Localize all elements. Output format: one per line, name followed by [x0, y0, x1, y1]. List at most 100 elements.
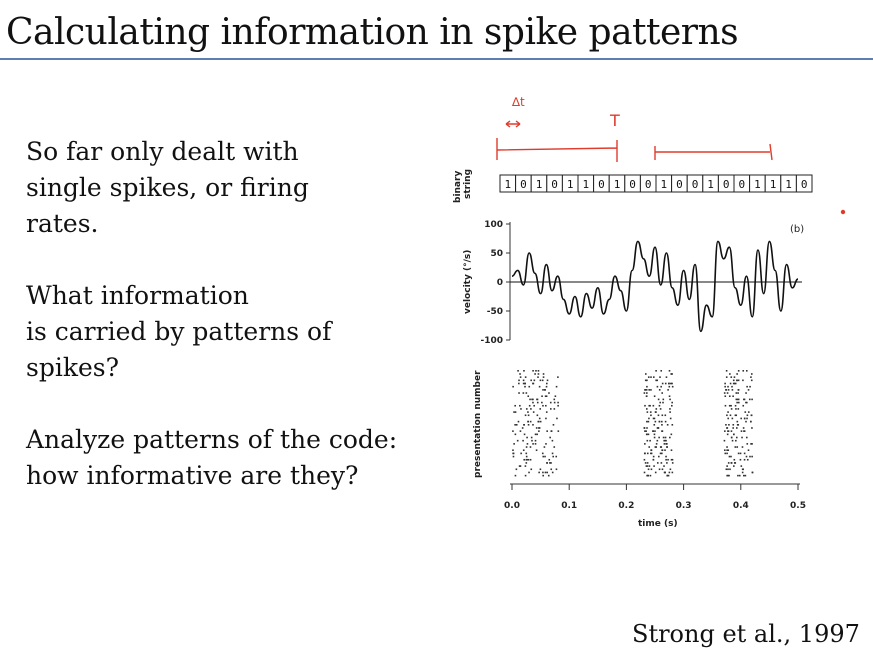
window-bracket-1 — [496, 138, 618, 162]
spike-tick — [524, 474, 527, 477]
spike-tick — [532, 382, 534, 385]
spike-tick — [664, 414, 667, 417]
bit-value: 1 — [567, 178, 574, 191]
spike-tick — [514, 474, 517, 477]
spike-tick — [746, 443, 749, 445]
spike-tick — [648, 404, 650, 407]
spike-tick — [669, 411, 671, 413]
spike-tick — [646, 379, 648, 382]
spike-tick — [734, 414, 737, 417]
spike-tick — [671, 404, 673, 407]
spike-tick — [669, 436, 671, 439]
spike-tick — [732, 424, 735, 426]
velocity-axes: 100 50 0 -50 -100 velocity (°/s) (b) — [463, 220, 804, 346]
spike-tick — [524, 376, 527, 378]
spike-tick — [750, 443, 752, 445]
spike-tick — [748, 398, 751, 401]
spike-tick — [742, 379, 744, 382]
spike-tick — [518, 465, 521, 467]
spike-tick — [643, 392, 646, 394]
bit-value: 0 — [738, 178, 745, 191]
spike-tick — [735, 439, 737, 442]
spike-tick — [523, 370, 525, 372]
spike-tick — [739, 458, 742, 461]
spike-tick — [669, 408, 671, 410]
spike-tick — [516, 439, 519, 442]
spike-tick — [730, 455, 732, 458]
spike-tick — [525, 392, 528, 394]
spike-tick — [542, 455, 545, 458]
spike-tick — [736, 398, 739, 401]
spike-tick — [648, 465, 651, 467]
spike-tick — [725, 468, 728, 471]
spike-tick — [669, 398, 671, 401]
spike-tick — [650, 389, 652, 391]
spike-tick — [668, 385, 671, 388]
spike-tick — [551, 439, 554, 442]
spike-tick — [519, 465, 522, 467]
spike-tick — [538, 471, 540, 474]
spike-tick — [744, 474, 747, 477]
spike-tick — [645, 408, 648, 410]
spike-tick — [727, 411, 729, 413]
spike-tick — [523, 424, 525, 426]
spike-tick — [645, 430, 647, 432]
spike-tick — [547, 474, 550, 477]
spike-tick — [664, 382, 667, 385]
spike-tick — [650, 449, 653, 452]
spike-tick — [646, 462, 649, 464]
velocity-ylabel: velocity (°/s) — [463, 250, 473, 314]
spike-tick — [670, 449, 673, 452]
spike-tick — [745, 401, 747, 404]
spike-tick — [743, 398, 746, 401]
spike-tick — [644, 452, 646, 455]
spike-tick — [530, 408, 532, 410]
spike-tick — [644, 462, 647, 464]
spike-tick — [532, 443, 534, 445]
spike-tick — [736, 420, 739, 423]
spike-tick — [670, 433, 673, 436]
spike-tick — [643, 471, 646, 474]
delta-t-arrow — [505, 120, 521, 128]
spike-tick — [555, 385, 558, 388]
slide-body: So far only dealt with single spikes, or… — [26, 134, 446, 530]
spike-tick — [528, 385, 531, 388]
spike-tick — [671, 382, 673, 385]
spike-tick — [751, 471, 754, 474]
spike-tick — [739, 452, 742, 455]
spike-tick — [740, 430, 743, 432]
spike-tick — [667, 458, 669, 461]
spike-tick — [745, 370, 748, 372]
ytick-label: -50 — [487, 307, 503, 317]
spike-tick — [671, 373, 673, 375]
spike-tick — [512, 455, 515, 458]
spike-tick — [654, 420, 657, 423]
spike-tick — [662, 436, 665, 439]
spike-tick — [543, 389, 546, 391]
spike-tick — [549, 436, 551, 439]
spike-tick — [738, 474, 741, 477]
spike-tick — [727, 474, 730, 477]
spike-tick — [545, 385, 548, 388]
spike-tick — [662, 401, 664, 404]
spike-tick — [667, 389, 669, 391]
spike-tick — [527, 458, 530, 461]
spike-tick — [656, 379, 659, 382]
spike-tick — [730, 408, 733, 410]
spike-tick — [729, 382, 732, 385]
spike-tick — [731, 417, 734, 420]
spike-tick — [733, 462, 736, 464]
spike-tick — [647, 376, 650, 378]
spike-tick — [665, 458, 667, 461]
spike-tick — [656, 439, 659, 442]
spike-tick — [522, 439, 524, 442]
spike-tick — [532, 411, 535, 413]
spike-tick — [728, 424, 730, 426]
paragraph-1-line-3: rates. — [26, 209, 99, 238]
spike-tick — [544, 455, 546, 458]
spike-tick — [644, 379, 647, 382]
spike-tick — [544, 395, 547, 398]
spike-tick — [652, 404, 655, 407]
spike-tick — [655, 446, 658, 448]
spike-tick — [751, 455, 753, 458]
